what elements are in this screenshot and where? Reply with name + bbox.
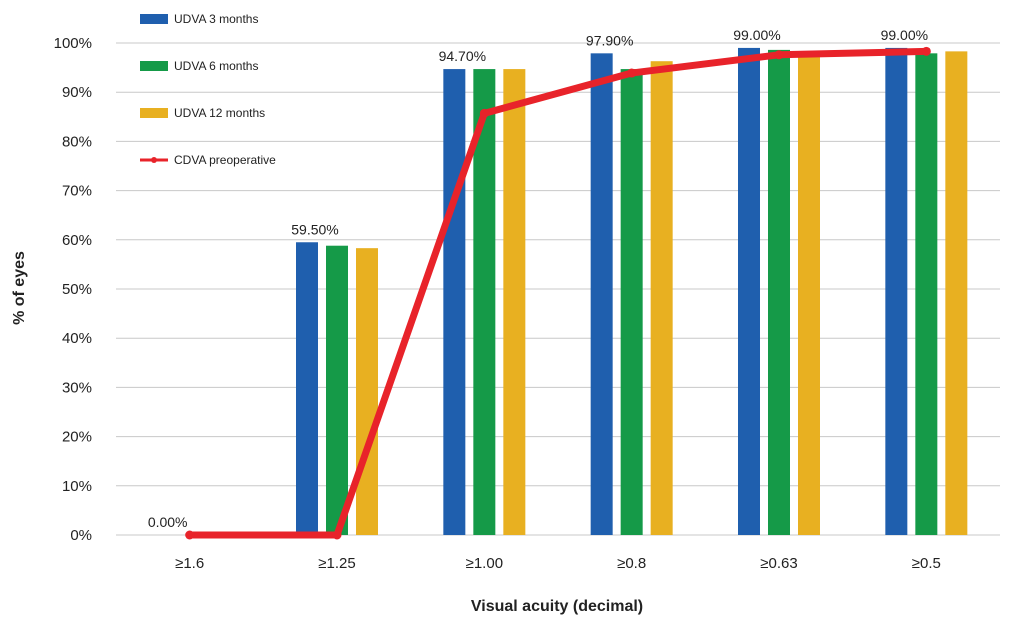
bar-udva-6-months bbox=[768, 49, 790, 535]
x-axis-ticks: ≥1.6 ≥1.25 ≥1.00 ≥0.8 ≥0.63 ≥0.5 bbox=[175, 555, 941, 572]
data-label: 94.70% bbox=[439, 48, 486, 64]
y-axis-title: % of eyes bbox=[11, 251, 28, 325]
cdva-line bbox=[185, 46, 931, 540]
x-tick-label: ≥0.63 bbox=[760, 555, 797, 572]
bar-udva-6-months bbox=[620, 69, 643, 536]
x-tick-label: ≥1.6 bbox=[175, 555, 204, 572]
y-tick-label: 50% bbox=[62, 281, 92, 298]
data-label: 0.00% bbox=[148, 514, 188, 530]
bar-udva-6-months bbox=[326, 245, 348, 536]
cdva-preoperative-point bbox=[921, 46, 931, 56]
legend-swatch-udva-6-months bbox=[140, 61, 168, 71]
cdva-preoperative-point bbox=[332, 530, 342, 540]
bar-udva-12-months bbox=[650, 61, 673, 535]
legend-swatch-udva-12-months bbox=[140, 108, 168, 118]
bar-udva-6-months bbox=[915, 53, 938, 535]
y-tick-label: 40% bbox=[62, 330, 92, 347]
legend-label-udva-3-months: UDVA 3 months bbox=[174, 12, 258, 26]
bar-udva-3-months bbox=[885, 47, 908, 536]
legend-label-udva-6-months: UDVA 6 months bbox=[174, 59, 258, 73]
x-tick-label: ≥0.5 bbox=[912, 555, 941, 572]
bar-udva-12-months bbox=[945, 51, 968, 535]
y-tick-label: 90% bbox=[62, 84, 92, 101]
data-labels: 0.00% 59.50% 94.70% 97.90% 99.00% 99.00% bbox=[148, 27, 928, 530]
y-axis-ticks: 0% 10% 20% 30% 40% 50% 60% 70% 80% 90% 100% bbox=[54, 35, 92, 544]
y-tick-label: 100% bbox=[54, 35, 92, 52]
legend: UDVA 3 months UDVA 6 months UDVA 12 months… bbox=[140, 12, 276, 167]
cdva-preoperative-point bbox=[479, 108, 489, 118]
legend-swatch-udva-3-months bbox=[140, 14, 168, 24]
legend-label-udva-12-months: UDVA 12 months bbox=[174, 106, 265, 120]
bars bbox=[296, 47, 968, 536]
cdva-preoperative-point bbox=[774, 50, 784, 60]
data-label: 99.00% bbox=[881, 27, 928, 43]
y-tick-label: 70% bbox=[62, 183, 92, 200]
x-tick-label: ≥1.25 bbox=[318, 555, 355, 572]
bar-udva-12-months bbox=[356, 248, 378, 535]
data-label: 59.50% bbox=[291, 221, 338, 237]
y-tick-label: 0% bbox=[70, 527, 92, 544]
data-label: 99.00% bbox=[733, 27, 780, 43]
y-tick-label: 80% bbox=[62, 133, 92, 150]
x-tick-label: ≥1.00 bbox=[466, 555, 503, 572]
x-axis-title: Visual acuity (decimal) bbox=[471, 598, 643, 615]
cdva-preoperative-point bbox=[627, 68, 637, 78]
bar-udva-6-months bbox=[473, 69, 496, 536]
bar-udva-3-months bbox=[443, 69, 466, 536]
legend-marker-cdva-preoperative bbox=[151, 157, 157, 163]
y-tick-label: 60% bbox=[62, 232, 92, 249]
bar-udva-12-months bbox=[798, 51, 820, 535]
legend-label-cdva-preoperative: CDVA preoperative bbox=[174, 153, 276, 167]
bar-udva-3-months bbox=[296, 242, 318, 535]
y-tick-label: 20% bbox=[62, 429, 92, 446]
gridlines bbox=[116, 42, 1000, 536]
cdva-preoperative-point bbox=[185, 530, 195, 540]
cdva-preoperative-line bbox=[186, 47, 930, 539]
bar-udva-12-months bbox=[503, 69, 526, 536]
bar-udva-3-months bbox=[590, 53, 613, 535]
y-tick-label: 10% bbox=[62, 478, 92, 495]
x-tick-label: ≥0.8 bbox=[617, 555, 646, 572]
data-label: 97.90% bbox=[586, 32, 633, 48]
bar-udva-3-months bbox=[738, 47, 760, 536]
y-tick-label: 30% bbox=[62, 379, 92, 396]
